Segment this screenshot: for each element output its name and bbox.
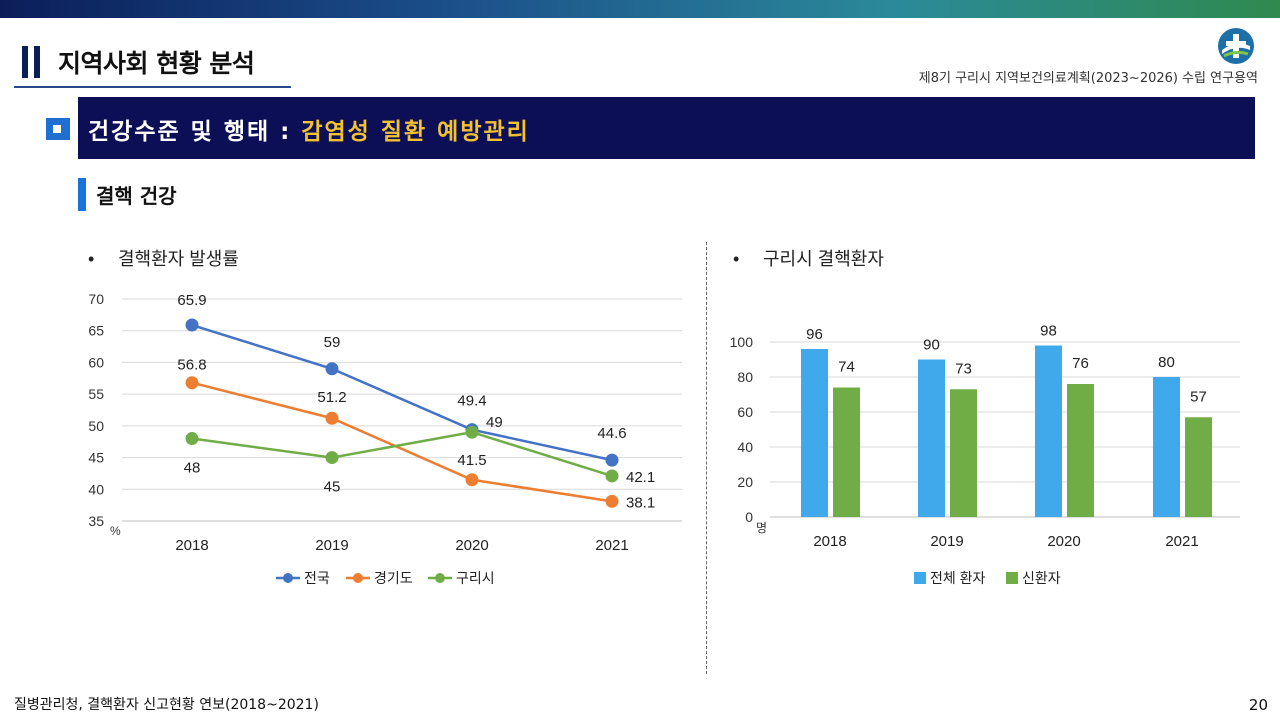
chart1-legend-swatch-dot [435,573,445,583]
chart2-data-label: 74 [838,359,855,376]
chart2-bar [918,359,945,517]
subsection-title: 결핵 건강 [96,184,177,208]
chart1-bullet: • [88,249,94,269]
chart2-data-label: 57 [1190,388,1207,405]
section-title: 건강수준 및 행태 : 감염성 질환 예방관리 [88,112,530,146]
chart2-bar [1185,417,1212,517]
chart2-x-tick-label: 2019 [930,533,963,550]
footer-source: 질병관리청, 결핵환자 신고현황 연보(2018~2021) [14,697,319,713]
chart1-data-point [185,432,199,446]
chart2-x-tick-label: 2021 [1165,533,1198,550]
chart1-x-tick-label: 2021 [595,537,628,554]
chart1-legend-label: 구리시 [456,570,495,586]
page-title: 지역사회 현황 분석 [58,49,255,78]
chart2-y-tick-label: 60 [737,404,753,420]
chart1-y-tick-label: 50 [88,418,104,434]
chart2-y-tick-label: 80 [737,369,753,385]
chart2-x-tick-label: 2020 [1047,533,1080,550]
chart2-bar [950,389,977,517]
chart2-legend-label: 전체 환자 [930,570,986,586]
chart2-y-tick-label: 20 [737,474,753,490]
chart2-y-tick-label: 40 [737,439,753,455]
chart1-series-line [191,323,613,462]
section-square-icon [46,118,70,140]
chart1-data-label: 45 [324,479,341,496]
chart1-data-point [465,425,479,439]
chart2-data-label: 76 [1072,355,1089,372]
chart1-data-label: 65.9 [177,292,206,309]
chart1-y-tick-label: 70 [88,291,104,307]
chart2-data-label: 80 [1158,354,1175,371]
chart1-y-unit: % [110,524,121,538]
chart1-data-label: 56.8 [177,357,206,374]
chart1-y-tick-label: 55 [88,386,104,402]
chart1-data-label: 49 [486,414,503,431]
chart2-data-label: 96 [806,326,823,343]
chart2-bullet: • [733,249,739,269]
chart1-y-tick-label: 40 [88,481,104,497]
chart1-data-label: 59 [324,334,341,351]
chart2-bar [1035,345,1062,517]
chart1-title: 결핵환자 발생률 [118,249,239,269]
chart2-data-label: 73 [955,360,972,377]
top-gradient-bar [0,0,1280,18]
chart1-data-label: 44.6 [597,425,626,442]
chart1-data-label: 42.1 [626,469,655,486]
chart2-bar [801,349,828,517]
title-marker [22,46,40,78]
chart2-x-tick-label: 2018 [813,533,846,550]
chart2-legend-label: 신환자 [1022,570,1061,586]
chart1-legend-label: 경기도 [374,570,413,586]
chart1-series-line [191,430,613,478]
chart2-legend-swatch [914,572,926,584]
chart2-bar [1067,384,1094,517]
chart2-bar [833,387,860,517]
chart1-y-tick-label: 65 [88,323,104,339]
chart1-data-point [325,451,339,465]
section-title-highlight: 감염성 질환 예방관리 [301,119,530,145]
chart1-data-point [605,494,619,508]
chart1-data-label: 48 [184,460,201,477]
chart1-series-line [191,381,613,503]
chart1-x-tick-label: 2019 [315,537,348,554]
chart1-legend-swatch-dot [353,573,363,583]
chart1-y-tick-label: 45 [88,450,104,466]
chart2-legend-swatch [1006,572,1018,584]
chart1-data-point [605,453,619,467]
chart1-data-label: 51.2 [317,389,346,406]
chart1-legend-swatch-dot [283,573,293,583]
section-title-bar [78,97,1255,159]
chart1-legend-label: 전국 [304,570,330,586]
section-title-prefix: 건강수준 및 행태 : [88,119,302,145]
chart1-data-point [605,469,619,483]
title-underline [14,86,291,88]
chart1-x-tick-label: 2020 [455,537,488,554]
chart2-title: 구리시 결핵환자 [763,249,884,269]
column-divider [706,242,707,674]
chart1-data-label: 41.5 [457,452,486,469]
chart2-data-label: 90 [923,337,940,354]
chart1-data-label: 38.1 [626,494,655,511]
chart1-y-tick-label: 35 [88,513,104,529]
chart1-data-point [325,411,339,425]
chart2-y-unit: 명 [756,521,767,535]
subsection-marker [78,178,86,211]
chart1-x-tick-label: 2018 [175,537,208,554]
chart2-y-tick-label: 0 [745,509,753,525]
chart1-y-tick-label: 60 [88,354,104,370]
chart1-data-point [325,362,339,376]
chart2-y-tick-label: 100 [730,334,754,350]
chart2-data-label: 98 [1040,323,1057,340]
chart1-data-point [465,473,479,487]
chart1-data-label: 49.4 [457,393,486,410]
page-number: 20 [1248,696,1268,714]
project-name: 제8기 구리시 지역보건의료계획(2023~2026) 수립 연구용역 [918,71,1258,86]
city-logo-icon [1218,28,1254,64]
chart1-data-point [185,318,199,332]
chart1-data-point [185,376,199,390]
chart2-bar [1153,377,1180,517]
